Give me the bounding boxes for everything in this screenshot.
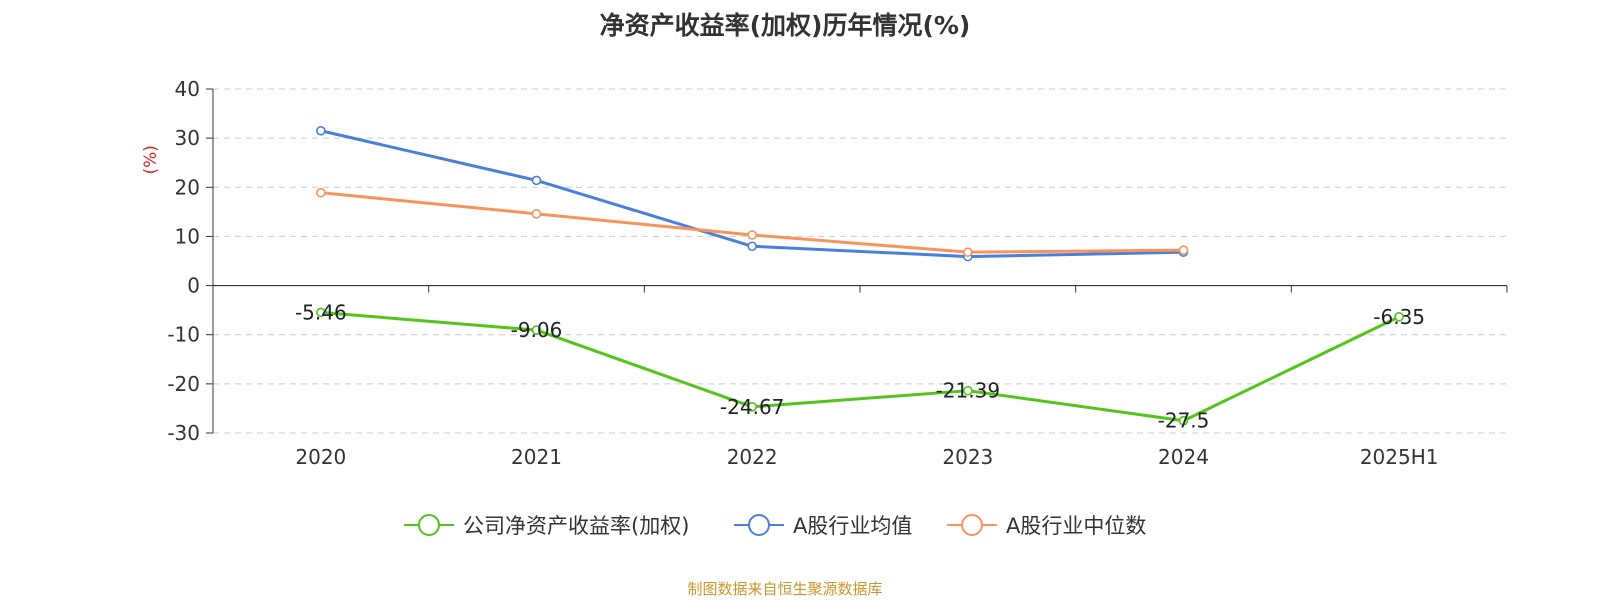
legend-label: 公司净资产收益率(加权) [463, 514, 689, 538]
x-tick-label: 2021 [511, 445, 562, 469]
data-point [747, 402, 757, 412]
data-point [531, 175, 542, 186]
x-tick-label: 2020 [295, 445, 346, 469]
x-tick-label: 2022 [727, 445, 778, 469]
data-point [747, 230, 757, 240]
data-label: -9.06 [511, 318, 563, 342]
x-tick-label: 2023 [942, 445, 993, 469]
data-point [531, 209, 542, 219]
data-point [1178, 415, 1189, 426]
data-label: -21.39 [936, 379, 1000, 403]
series-line [320, 310, 1400, 423]
data-source-note: 制图数据来自恒生聚源数据库 [687, 580, 883, 598]
data-point [1178, 245, 1189, 255]
legend-label: A股行业中位数 [1006, 514, 1146, 538]
legend-label: A股行业均值 [793, 514, 912, 538]
data-point [316, 187, 326, 198]
legend-marker [748, 514, 770, 536]
chart-title: 净资产收益率(加权)历年情况(%) [599, 11, 971, 40]
y-tick-label: 40 [175, 77, 200, 101]
data-point [316, 125, 326, 136]
x-tick-label: 2024 [1158, 445, 1209, 469]
data-label: -27.5 [1158, 409, 1210, 433]
x-tick-label: 2025H1 [1360, 445, 1439, 469]
data-label: -6.35 [1373, 305, 1425, 329]
data-point [531, 325, 542, 335]
y-tick-label: 20 [175, 175, 200, 199]
y-tick-label: 10 [175, 224, 200, 248]
y-tick-label: -20 [167, 372, 200, 396]
data-point [747, 241, 757, 252]
y-axis-unit-label: (%) [141, 145, 161, 174]
y-tick-label: 0 [187, 274, 200, 298]
legend-marker [961, 514, 983, 536]
legend-marker [418, 514, 440, 536]
data-point [1394, 311, 1404, 322]
data-label: -24.67 [720, 395, 784, 419]
y-tick-label: -30 [167, 421, 200, 445]
y-tick-label: -10 [167, 323, 200, 347]
y-tick-label: 30 [175, 126, 200, 150]
data-point [963, 385, 973, 396]
data-point [316, 307, 326, 318]
data-point [963, 247, 973, 257]
data-label: -5.46 [295, 300, 347, 324]
